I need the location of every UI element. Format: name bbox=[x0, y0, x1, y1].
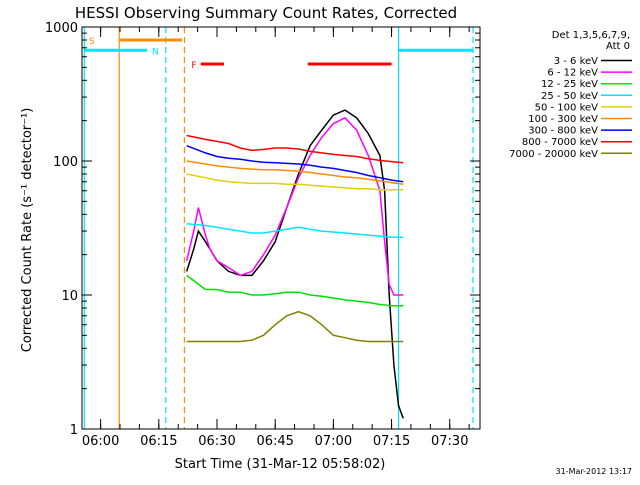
legend-entry-label: 25 - 50 keV bbox=[541, 91, 598, 102]
legend-entry-label: 12 - 25 keV bbox=[541, 79, 598, 90]
legend-header: Det 1,3,5,6,7,9, bbox=[552, 30, 630, 41]
timestamp-label: 31-Mar-2012 13:17 bbox=[556, 467, 633, 476]
plot-frame bbox=[81, 26, 481, 430]
legend-entry-label: 50 - 100 keV bbox=[535, 102, 599, 113]
plot-area: S N F bbox=[83, 27, 474, 429]
legend-entry-label: 6 - 12 keV bbox=[547, 68, 598, 79]
x-tick-label: 07:15 bbox=[373, 434, 410, 449]
series-line bbox=[185, 116, 404, 296]
y-tick-label: 1 bbox=[70, 423, 78, 438]
series-line bbox=[186, 310, 404, 343]
y-tick-label: 100 bbox=[53, 155, 78, 170]
flag-annotation: N bbox=[152, 47, 159, 57]
legend-entry-label: 7000 - 20000 keV bbox=[509, 149, 598, 160]
x-tick-label: 06:45 bbox=[256, 434, 293, 449]
x-tick-label: 06:30 bbox=[198, 434, 235, 449]
series-line bbox=[186, 173, 404, 191]
flag-annotation: S bbox=[89, 37, 95, 47]
x-tick-label: 06:00 bbox=[82, 434, 119, 449]
series-line bbox=[186, 160, 404, 186]
series-line bbox=[186, 223, 404, 238]
x-tick-label: 06:15 bbox=[140, 434, 177, 449]
y-axis-label: Corrected Count Rate (s⁻¹ detector⁻¹) bbox=[20, 108, 35, 353]
legend-header: Att 0 bbox=[606, 41, 630, 52]
series-line bbox=[186, 145, 404, 183]
series-line bbox=[186, 274, 404, 307]
flag-annotation: F bbox=[191, 61, 196, 71]
x-tick-label: 07:00 bbox=[315, 434, 352, 449]
legend-entry-label: 300 - 800 keV bbox=[528, 126, 598, 137]
chart-title: HESSI Observing Summary Count Rates, Cor… bbox=[75, 4, 457, 22]
y-tick-label: 10 bbox=[61, 289, 78, 304]
y-tick-label: 1000 bbox=[45, 21, 78, 36]
series-line bbox=[186, 134, 404, 164]
x-tick-label: 07:30 bbox=[431, 434, 468, 449]
legend-entry-label: 100 - 300 keV bbox=[528, 114, 598, 125]
legend-entry-label: 3 - 6 keV bbox=[554, 56, 598, 67]
x-axis-label: Start Time (31-Mar-12 05:58:02) bbox=[175, 457, 386, 472]
axes: 1 10 100 1000 06:00 06:15 06:30 06:45 07:00 07:15… bbox=[45, 21, 481, 449]
legend-entry-label: 800 - 7000 keV bbox=[522, 137, 598, 148]
